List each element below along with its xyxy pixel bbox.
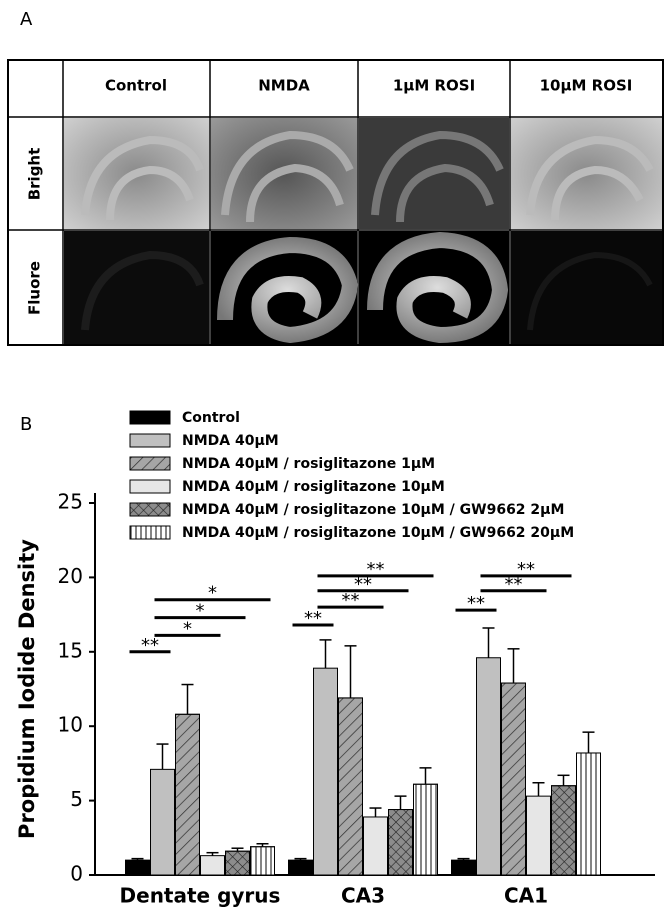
bar xyxy=(288,859,313,876)
legend-label: NMDA 40μM / rosiglitazone 10μM / GW9662 … xyxy=(182,502,564,518)
x-tick-label: CA3 xyxy=(341,884,385,908)
column-header: Control xyxy=(105,77,167,95)
column-header: NMDA xyxy=(258,77,310,95)
bar xyxy=(526,795,551,876)
y-tick-label: 20 xyxy=(58,564,83,588)
significance-label: ** xyxy=(141,635,159,656)
legend-label: Control xyxy=(182,410,240,426)
y-axis-label: Propidium Iodide Density xyxy=(15,539,39,839)
bar xyxy=(363,816,388,876)
bar xyxy=(338,697,363,876)
bar xyxy=(476,657,501,876)
significance-label: ** xyxy=(342,590,360,611)
bar xyxy=(501,682,526,876)
bar xyxy=(150,768,175,876)
significance-label: ** xyxy=(517,559,535,580)
bar xyxy=(413,783,438,876)
legend-label: NMDA 40μM / rosiglitazone 10μM xyxy=(182,479,445,495)
significance-label: ** xyxy=(304,608,322,629)
bar xyxy=(175,713,200,876)
legend-swatch xyxy=(129,502,171,517)
bar xyxy=(576,752,601,876)
significance-label: ** xyxy=(367,559,385,580)
bar xyxy=(551,785,576,876)
bar xyxy=(250,846,275,876)
grid-frame xyxy=(7,59,664,346)
bar xyxy=(200,855,225,876)
bar xyxy=(388,809,413,876)
y-tick-label: 0 xyxy=(70,862,83,886)
bright-images xyxy=(64,118,662,229)
legend-label: NMDA 40μM / rosiglitazone 10μM / GW9662 … xyxy=(182,525,574,541)
bar xyxy=(313,667,338,876)
fluore-images xyxy=(64,231,662,344)
significance-label: * xyxy=(196,601,205,622)
legend-swatch xyxy=(129,479,171,494)
row-header: Fluore xyxy=(26,261,44,315)
x-tick-label: Dentate gyrus xyxy=(120,884,281,908)
bar xyxy=(451,859,476,876)
legend-label: NMDA 40μM / rosiglitazone 1μM xyxy=(182,456,435,472)
legend-swatch xyxy=(129,410,171,425)
significance-label: ** xyxy=(505,574,523,595)
y-tick-label: 10 xyxy=(58,713,83,737)
legend-swatch xyxy=(129,456,171,471)
y-tick-label: 15 xyxy=(58,638,83,662)
legend-swatch xyxy=(129,525,171,540)
column-header: 1μM ROSI xyxy=(393,77,475,95)
significance-label: * xyxy=(208,583,217,604)
bar xyxy=(125,859,150,876)
bar xyxy=(225,850,250,876)
row-header: Bright xyxy=(26,148,44,201)
y-tick-label: 5 xyxy=(70,787,83,811)
legend-label: NMDA 40μM xyxy=(182,433,279,449)
grid-lines xyxy=(8,60,663,345)
y-tick-label: 25 xyxy=(58,490,83,514)
significance-label: ** xyxy=(354,574,372,595)
significance-label: * xyxy=(183,618,192,639)
significance-label: ** xyxy=(467,593,485,614)
legend-swatch xyxy=(129,433,171,448)
panel-label: A xyxy=(20,9,33,30)
panel-label: B xyxy=(20,414,32,435)
column-header: 10μM ROSI xyxy=(540,77,633,95)
x-tick-label: CA1 xyxy=(504,884,548,908)
